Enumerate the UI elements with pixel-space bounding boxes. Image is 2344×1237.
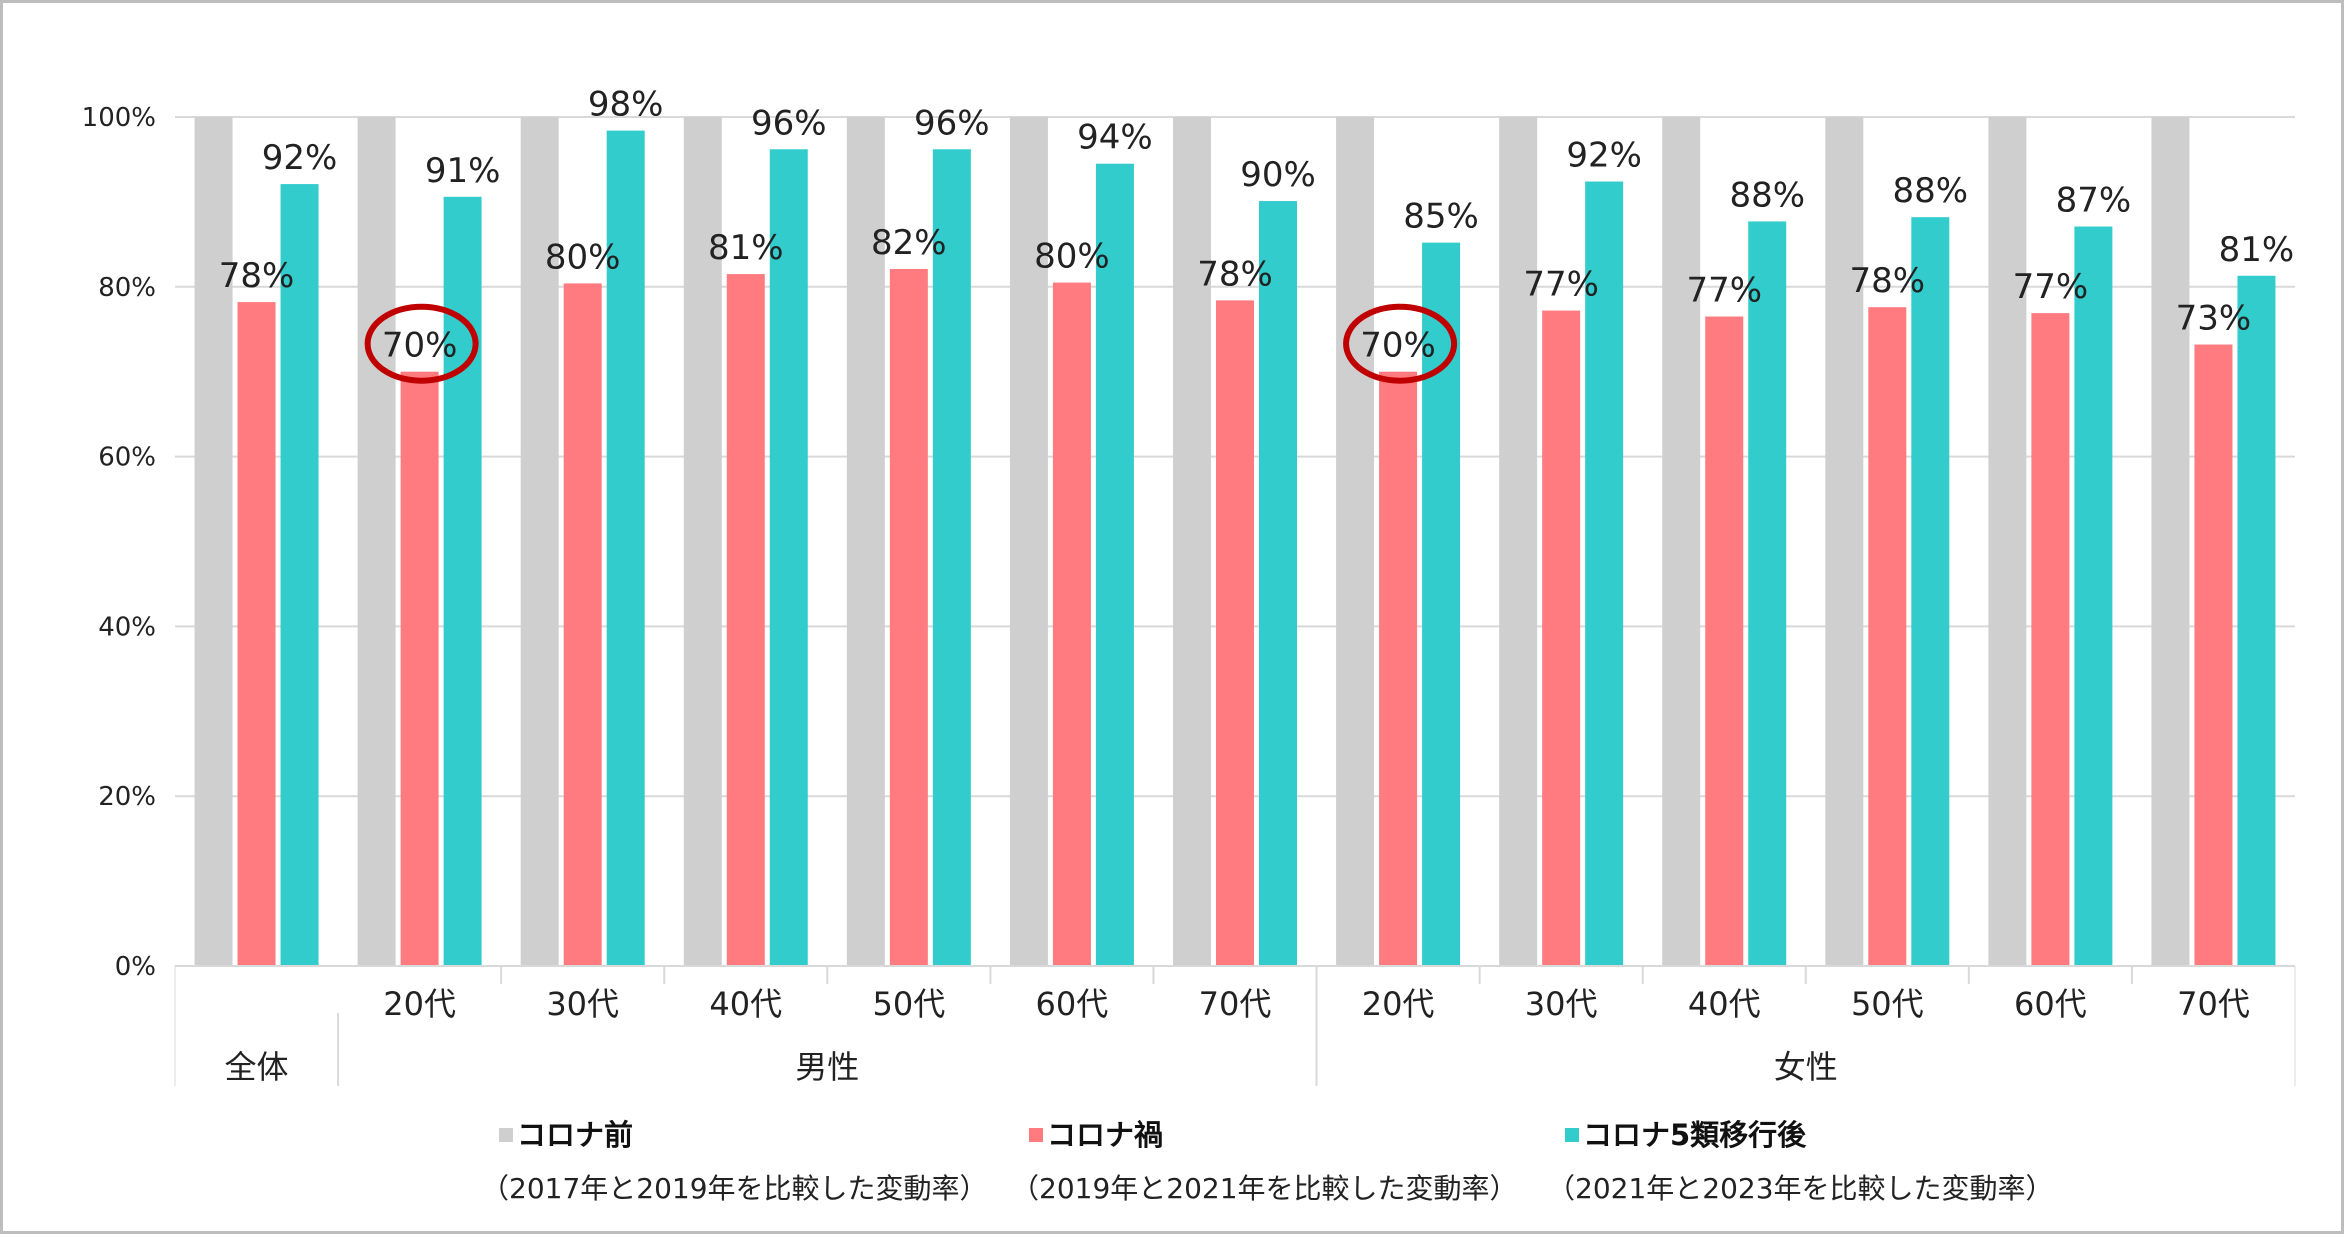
- legend-swatch: [1565, 1128, 1579, 1142]
- bar-1: [1216, 300, 1254, 966]
- bar-chart: 0% 20% 40% 60% 80% 100% 78% 70% 80% 81% 82% 80% 78% 7…: [82, 85, 2296, 1205]
- y-tick-label: 60%: [98, 443, 156, 473]
- category-label: 70代: [2177, 985, 2250, 1023]
- group-label: 全体: [225, 1048, 289, 1086]
- data-label: 92%: [1566, 136, 1642, 176]
- category-label: 20代: [383, 985, 456, 1023]
- bar-1: [1868, 307, 1907, 966]
- data-label: 81%: [2219, 230, 2295, 270]
- y-tick-label: 80%: [98, 273, 156, 303]
- bar-1: [237, 302, 276, 966]
- data-label: 77%: [2013, 267, 2089, 307]
- bar-1: [563, 283, 602, 966]
- data-label: 88%: [1893, 171, 1969, 211]
- bar-2: [2074, 226, 2113, 966]
- data-label: 91%: [425, 151, 501, 191]
- category-label: 30代: [546, 985, 619, 1023]
- data-label: 70%: [1360, 326, 1436, 366]
- legend-swatch: [499, 1128, 513, 1142]
- bar-2: [606, 130, 645, 967]
- bar-0: [1499, 117, 1538, 966]
- category-label: 20代: [1362, 985, 1435, 1023]
- legend-label: コロナ禍: [1047, 1118, 1163, 1152]
- bar-0: [357, 117, 396, 966]
- bar-2: [443, 196, 482, 966]
- data-label: 92%: [262, 138, 338, 178]
- legend-swatch: [1029, 1128, 1043, 1142]
- bar-2: [1911, 217, 1950, 966]
- y-tick-label: 40%: [98, 612, 156, 642]
- bar-1: [889, 268, 928, 966]
- data-label: 78%: [219, 256, 295, 296]
- data-label: 88%: [1729, 175, 1805, 215]
- category-label: 50代: [1851, 985, 1924, 1023]
- bar-0: [1336, 117, 1375, 966]
- category-label: 50代: [872, 985, 945, 1023]
- data-label: 70%: [382, 326, 458, 366]
- bar-0: [1662, 117, 1701, 966]
- y-tick-label: 20%: [98, 782, 156, 812]
- category-label: 30代: [1525, 985, 1598, 1023]
- bar-1: [1379, 371, 1418, 966]
- bar-2: [1422, 242, 1461, 967]
- category-label: 60代: [2014, 985, 2087, 1023]
- y-tick-label: 100%: [82, 103, 156, 133]
- bar-1: [1705, 316, 1744, 966]
- highlight-ellipse: [1343, 303, 1458, 384]
- data-label: 81%: [708, 228, 784, 268]
- legend-label: コロナ前: [517, 1118, 633, 1152]
- bar-0: [1988, 117, 2027, 966]
- bar-2: [1748, 221, 1787, 966]
- bar-2: [1259, 201, 1297, 966]
- bar-1: [2194, 344, 2233, 967]
- group-label: 男性: [795, 1048, 859, 1086]
- bar-1: [1052, 282, 1091, 966]
- data-label: 85%: [1403, 197, 1479, 237]
- category-label: 60代: [1036, 985, 1109, 1023]
- data-label: 98%: [588, 85, 664, 125]
- data-label: 80%: [1034, 237, 1110, 277]
- bar-1: [400, 371, 439, 966]
- highlight-ellipse: [364, 303, 479, 384]
- bar-1: [2031, 313, 2070, 966]
- bar-2: [280, 184, 319, 967]
- data-label: 82%: [871, 223, 947, 263]
- bar-0: [1009, 117, 1048, 966]
- bar-2: [1585, 181, 1624, 967]
- data-label: 94%: [1077, 118, 1153, 158]
- bar-1: [726, 274, 765, 966]
- bar-1: [1542, 310, 1581, 966]
- data-label: 87%: [2056, 181, 2132, 221]
- category-label: 70代: [1199, 985, 1272, 1023]
- category-label: 40代: [1688, 985, 1761, 1023]
- legend-note: （2017年と2019年を比較した変動率）: [481, 1172, 988, 1205]
- bar-0: [846, 117, 885, 966]
- bar-0: [1825, 117, 1864, 966]
- category-label: 40代: [709, 985, 782, 1023]
- y-tick-label: 0%: [115, 952, 156, 982]
- bar-0: [520, 117, 559, 966]
- data-label: 96%: [914, 103, 990, 143]
- legend-label: コロナ5類移行後: [1583, 1118, 1807, 1152]
- data-label: 96%: [751, 103, 827, 143]
- bar-0: [2151, 117, 2190, 966]
- bar-0: [1173, 117, 1211, 966]
- data-label: 78%: [1850, 261, 1926, 301]
- data-label: 90%: [1240, 155, 1316, 195]
- data-label: 73%: [2176, 299, 2252, 339]
- data-label: 77%: [1523, 265, 1599, 305]
- data-label: 77%: [1686, 271, 1762, 311]
- bar-2: [769, 149, 808, 967]
- bar-2: [1095, 163, 1134, 966]
- bar-2: [2237, 275, 2276, 966]
- legend-note: （2019年と2021年を比較した変動率）: [1011, 1172, 1518, 1205]
- group-label: 女性: [1774, 1048, 1838, 1086]
- legend-note: （2021年と2023年を比較した変動率）: [1547, 1172, 2054, 1205]
- bar-0: [683, 117, 722, 966]
- data-label: 78%: [1197, 254, 1273, 294]
- bar-0: [194, 117, 233, 966]
- data-label: 80%: [545, 237, 621, 277]
- bar-2: [932, 149, 971, 967]
